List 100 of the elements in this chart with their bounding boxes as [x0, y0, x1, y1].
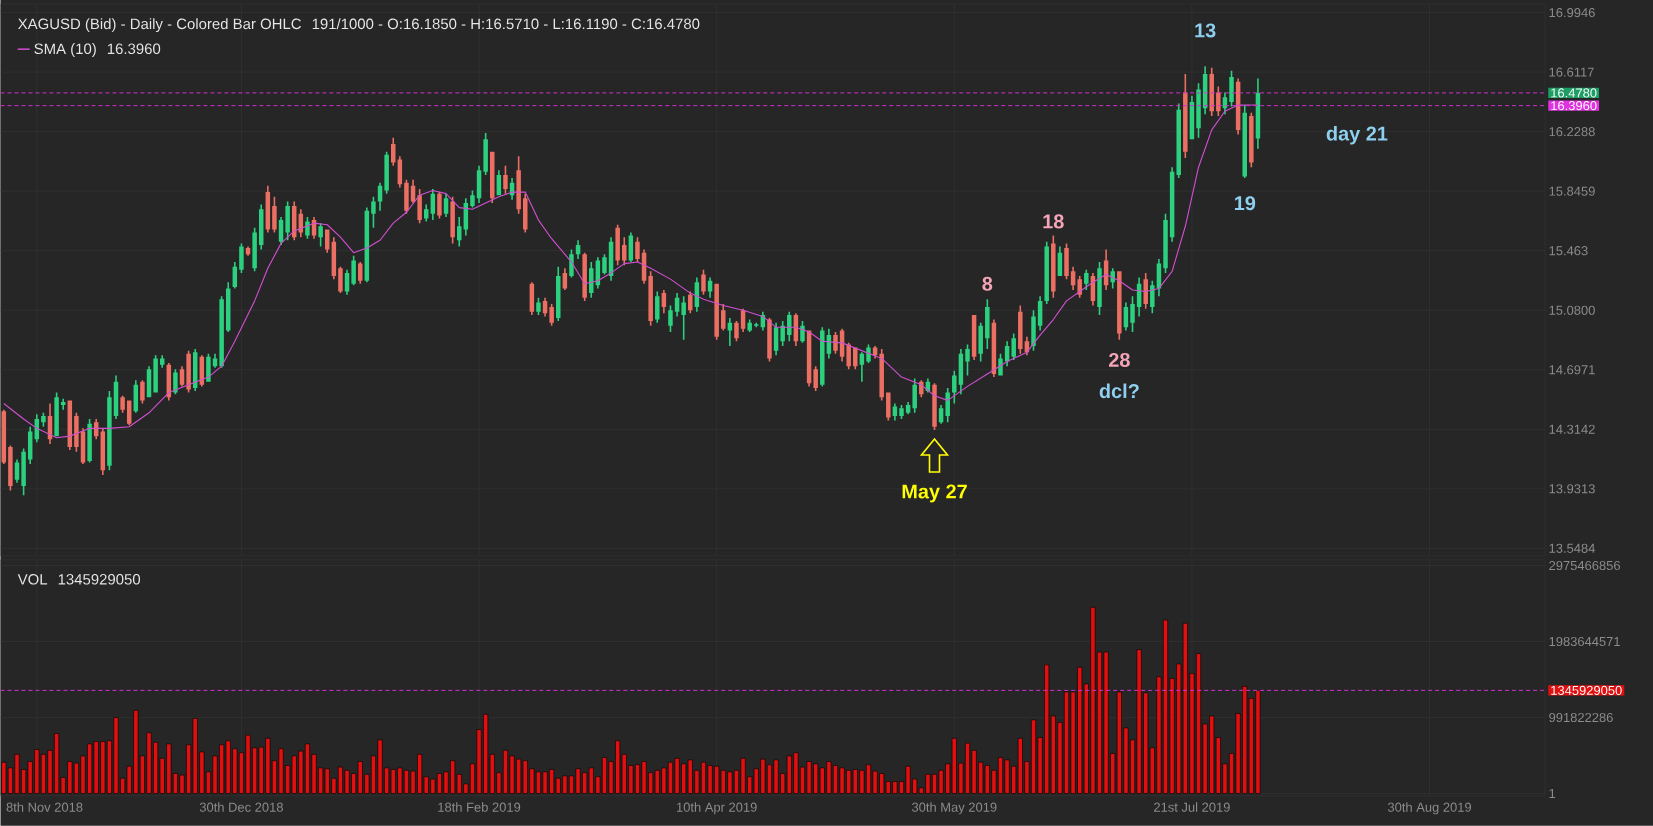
candlestick [8, 445, 13, 491]
candlestick [754, 322, 759, 328]
candlestick [661, 290, 667, 314]
candlestick [430, 189, 436, 221]
candlestick [1196, 83, 1201, 138]
ref-line-label: 16.3960 [1551, 101, 1597, 111]
candlestick [60, 398, 66, 410]
candlestick [668, 305, 673, 333]
annotation: 16.3960 [107, 43, 161, 55]
candlestick [1163, 213, 1168, 274]
candlestick [602, 254, 607, 275]
candlestick [622, 237, 627, 266]
candlestick [397, 156, 403, 188]
annotation: 18 [1043, 214, 1064, 229]
candlestick [1057, 246, 1063, 277]
candlestick [1130, 296, 1135, 333]
candlestick [120, 395, 125, 413]
candlestick [556, 266, 561, 322]
candlestick [457, 217, 462, 247]
candlestick [569, 249, 574, 278]
y-tick-label: 14.3142 [1549, 424, 1595, 434]
candlestick [945, 388, 950, 423]
y-tick-label: 2975466856 [1549, 561, 1621, 571]
candlestick [159, 355, 165, 368]
candlestick [1143, 273, 1148, 309]
annotation: 8 [982, 276, 993, 291]
y-tick-label: 13.9313 [1549, 484, 1595, 494]
candlestick [648, 271, 653, 326]
candlestick [338, 266, 343, 294]
y-tick-label: 1983644571 [1549, 637, 1620, 647]
candlestick [219, 296, 224, 368]
candlestick [938, 405, 944, 424]
candlestick [1242, 105, 1247, 179]
candlestick [1169, 167, 1175, 242]
candlestick [285, 201, 290, 241]
candlestick [846, 342, 851, 370]
candlestick [27, 426, 33, 465]
candlestick [470, 190, 475, 208]
candlestick [232, 262, 238, 289]
candlestick [186, 350, 191, 393]
annotation: 19 [1234, 196, 1256, 211]
candlestick [351, 255, 356, 286]
candlestick [173, 369, 178, 395]
candlestick [1037, 296, 1043, 331]
y-tick-label: 15.463 [1549, 246, 1588, 256]
candlestick [674, 293, 680, 317]
annotation: 28 [1108, 353, 1130, 368]
candlestick [100, 428, 106, 476]
candlestick [1103, 249, 1109, 291]
candlestick [417, 189, 422, 224]
candlestick [820, 327, 825, 387]
candlestick [225, 282, 231, 333]
candlestick [384, 151, 389, 194]
text: 18th Feb 2019 [438, 802, 521, 812]
y-tick-label: 15.0800 [1549, 305, 1595, 315]
candlestick [615, 224, 620, 266]
text: 10th Apr 2019 [676, 802, 757, 815]
candlestick [245, 246, 251, 256]
candlestick [912, 378, 917, 413]
annotation: day 21 [1326, 126, 1388, 145]
candlestick [536, 297, 541, 316]
candlestick [747, 319, 752, 333]
y-tick-label: 16.9946 [1549, 8, 1595, 18]
candlestick [866, 344, 871, 364]
candlestick [463, 198, 469, 236]
candlestick [113, 375, 119, 420]
candlestick [324, 229, 330, 253]
y-tick-label: 991822286 [1549, 713, 1613, 723]
candlestick [496, 170, 502, 196]
candlestick [1004, 341, 1010, 367]
candlestick [258, 204, 264, 250]
candlestick [787, 311, 792, 342]
candlestick [813, 366, 818, 392]
y-tick-label: 1 [1549, 789, 1556, 799]
candlestick [424, 204, 429, 222]
candlestick [1202, 66, 1208, 115]
legend-label: SMA (10) [34, 43, 96, 58]
candlestick [773, 322, 779, 356]
text: 30th Dec 2018 [199, 802, 283, 812]
candlestick [958, 349, 964, 395]
candlestick [1183, 74, 1188, 159]
candlestick [1018, 305, 1023, 354]
ref-line-label: 16.4780 [1551, 88, 1597, 98]
candlestick [54, 392, 59, 437]
candlestick [899, 405, 904, 420]
candlestick [952, 370, 957, 404]
candlestick [516, 156, 521, 214]
candlestick [582, 252, 587, 302]
y-tick-label: 14.6971 [1549, 365, 1595, 375]
candlestick [892, 403, 898, 421]
candlestick [655, 291, 660, 323]
candlestick [153, 355, 158, 393]
y-tick-label: 15.8459 [1549, 186, 1595, 196]
candlestick [410, 179, 416, 204]
annotation: May 27 [902, 484, 967, 503]
candlestick [87, 419, 92, 463]
candlestick [1209, 67, 1214, 117]
candlestick [767, 318, 772, 362]
candlestick [879, 349, 884, 401]
candlestick [932, 383, 937, 431]
